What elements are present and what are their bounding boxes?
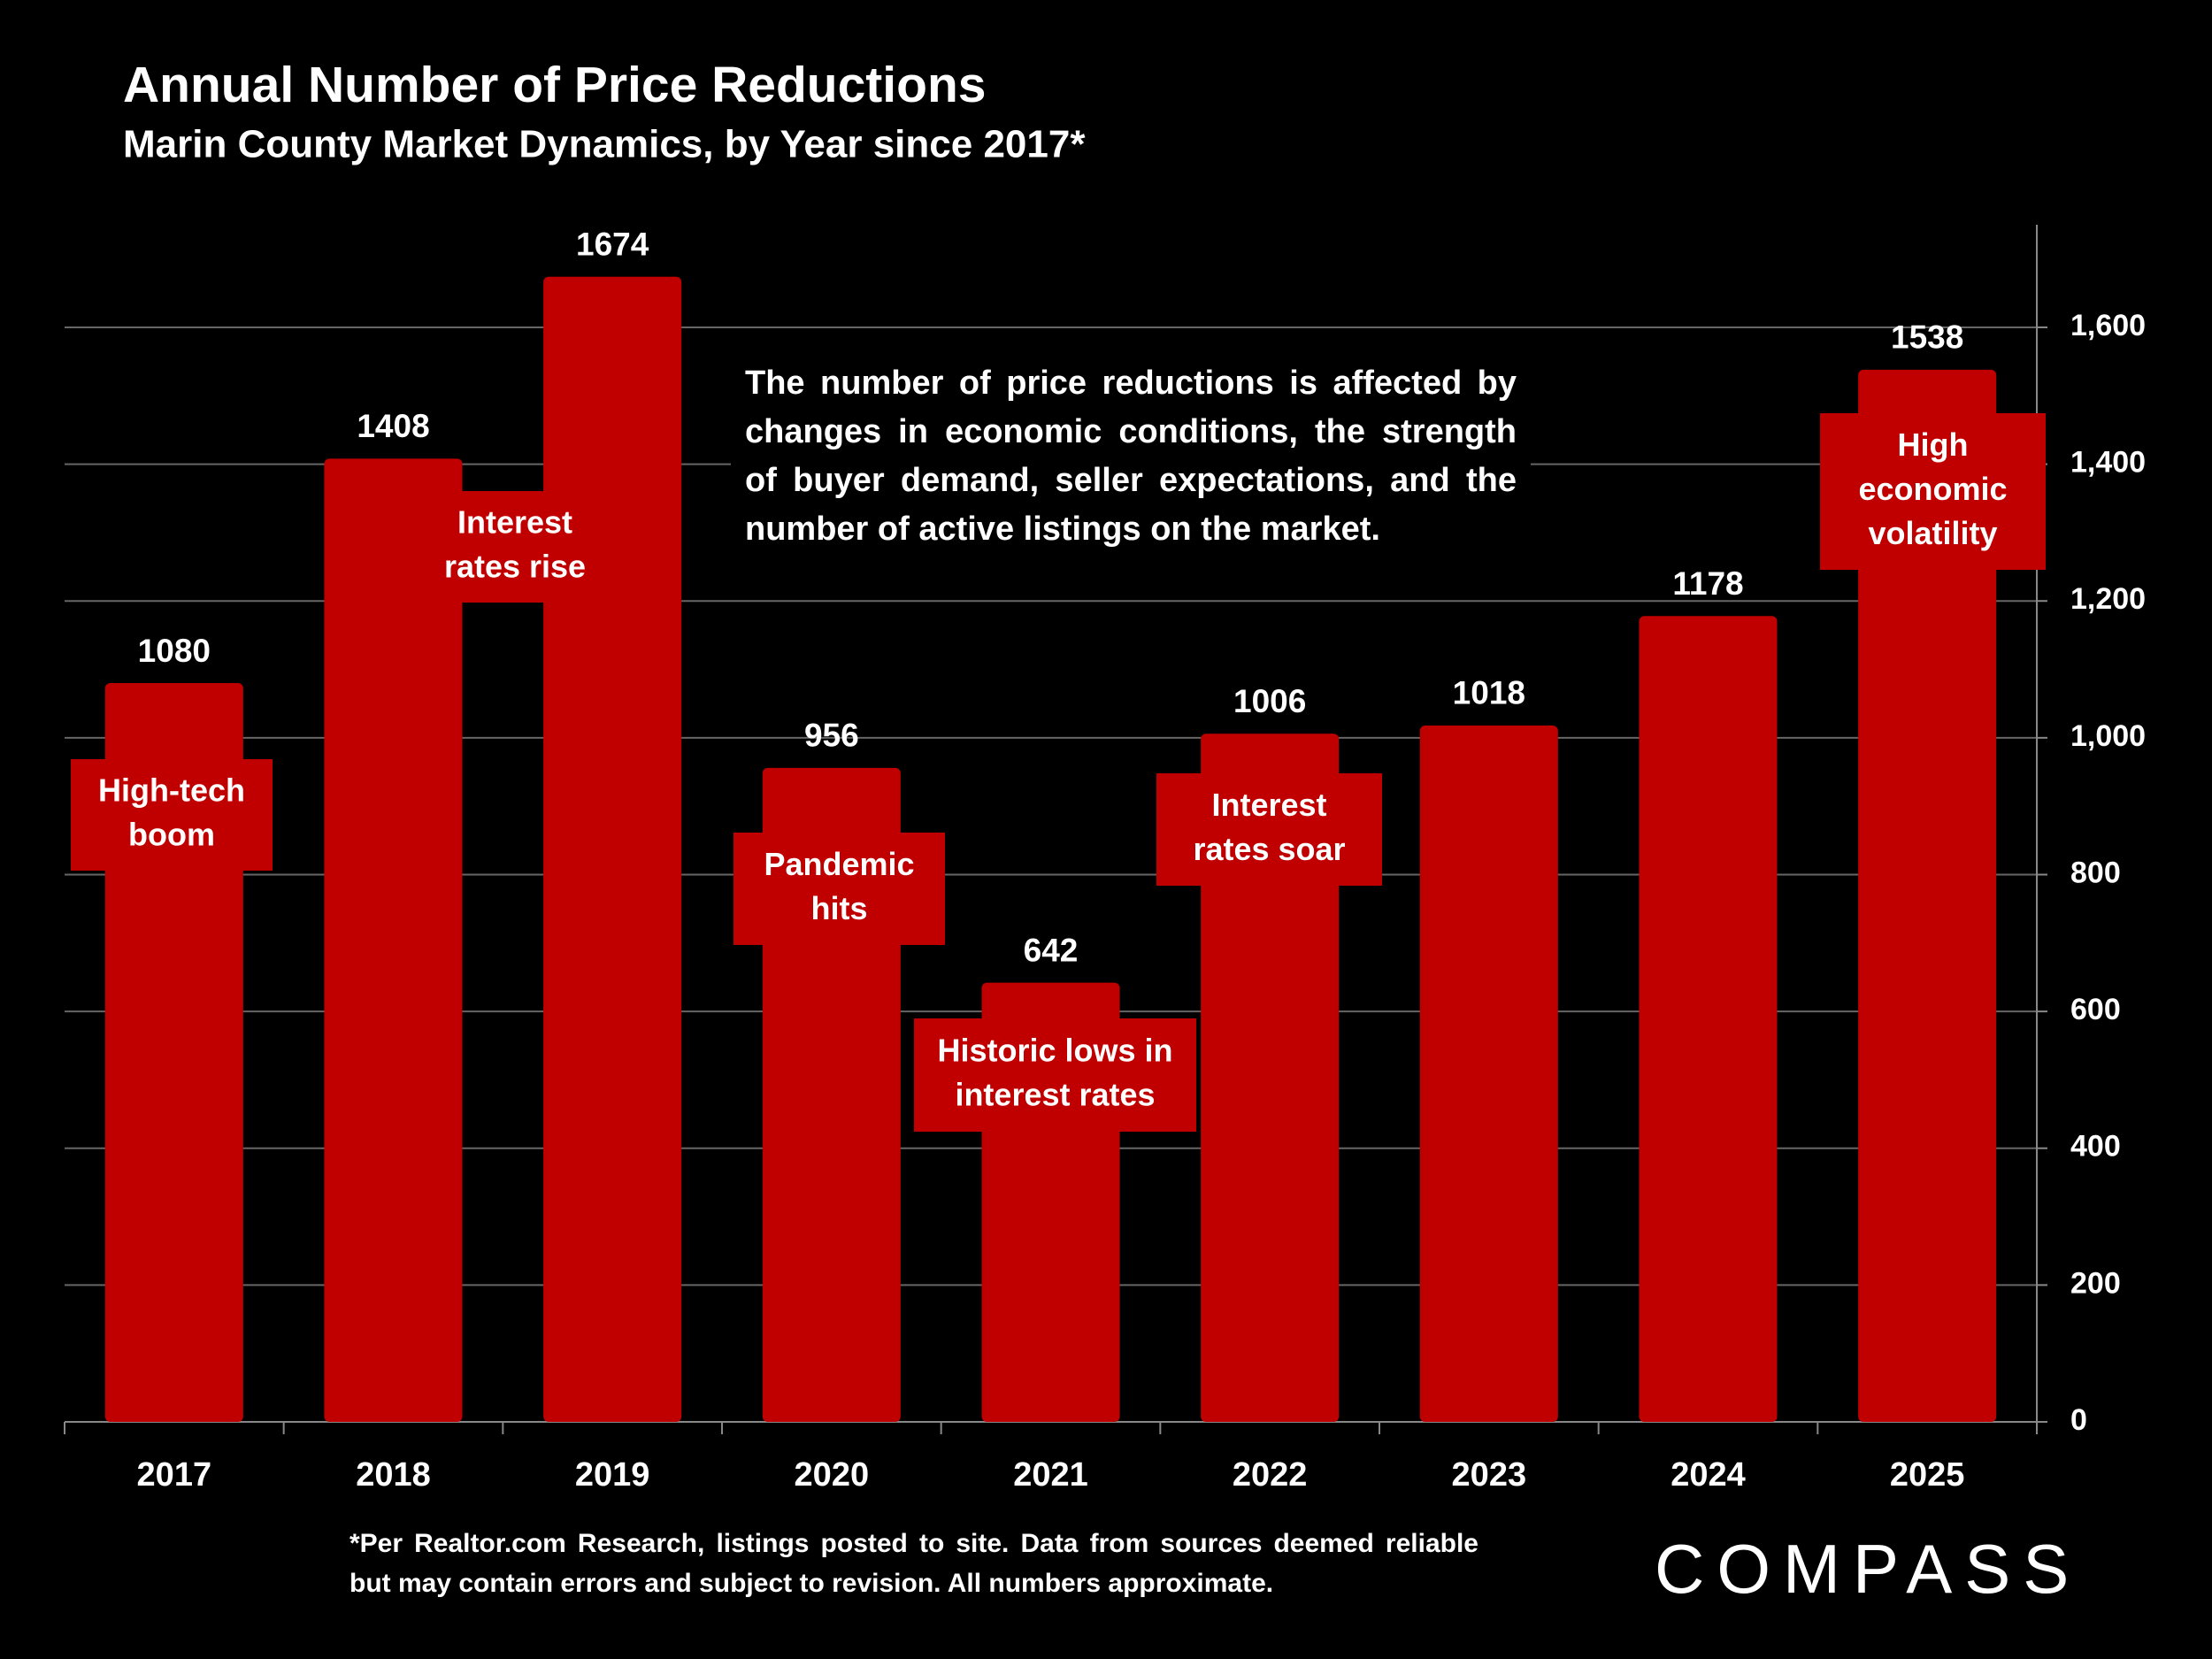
annotation-text: hits — [810, 890, 867, 926]
annotation-box — [1820, 413, 2046, 570]
value-label: 1408 — [357, 408, 429, 444]
annotation-text: Pandemic — [764, 846, 914, 882]
annotation-text: High — [1898, 426, 1969, 463]
annotation-box — [423, 491, 607, 603]
y-tick-label: 1,000 — [2070, 719, 2146, 753]
annotation-box — [914, 1018, 1196, 1132]
y-tick-label: 0 — [2070, 1403, 2087, 1437]
annotation-text: volatility — [1868, 515, 1997, 551]
x-tick-label: 2024 — [1671, 1456, 1746, 1494]
bar — [543, 276, 682, 1423]
value-label: 1178 — [1672, 565, 1743, 602]
annotation-text: economic — [1858, 471, 2007, 507]
note: The number of price reductions is affect… — [731, 352, 1531, 561]
value-label: 956 — [804, 718, 859, 754]
y-tick-label: 1,200 — [2070, 582, 2146, 616]
annotation-text: boom — [128, 817, 215, 853]
annotation-text: Interest — [457, 504, 572, 541]
annotation-text: rates rise — [444, 549, 586, 585]
annotation-box — [71, 759, 273, 871]
x-tick-label: 2017 — [137, 1456, 212, 1494]
annotation-box — [733, 833, 945, 945]
x-tick-label: 2025 — [1890, 1456, 1965, 1494]
x-tick-label: 2018 — [356, 1456, 431, 1494]
value-label: 1674 — [576, 227, 649, 263]
bar — [1201, 733, 1340, 1422]
chart-title: Annual Number of Price Reductions — [123, 57, 986, 113]
x-tick-label: 2023 — [1452, 1456, 1527, 1494]
bar — [1639, 616, 1778, 1422]
bar — [1419, 725, 1558, 1422]
value-label: 1538 — [1891, 319, 1963, 356]
y-tick-label: 600 — [2070, 993, 2121, 1026]
bar — [324, 458, 463, 1423]
x-tick-label: 2022 — [1233, 1456, 1308, 1494]
logo: COMPASS — [1655, 1530, 2082, 1608]
x-tick-label: 2020 — [795, 1456, 870, 1494]
x-tick-label: 2021 — [1013, 1456, 1088, 1494]
annotation-text: Interest — [1211, 787, 1326, 823]
annotation-text: High-tech — [98, 772, 245, 809]
y-tick-label: 1,400 — [2070, 446, 2146, 480]
y-tick-label: 800 — [2070, 856, 2121, 889]
annotation-box — [1156, 773, 1382, 886]
x-tick-label: 2019 — [575, 1456, 650, 1494]
y-tick-label: 400 — [2070, 1130, 2121, 1164]
bar — [1858, 369, 1997, 1423]
annotation-text: rates soar — [1193, 831, 1345, 867]
y-tick-label: 200 — [2070, 1266, 2121, 1300]
footnote: *Per Realtor.com Research, listings post… — [349, 1529, 1479, 1598]
value-label: 1080 — [138, 633, 211, 669]
chart-subtitle: Marin County Market Dynamics, by Year si… — [123, 123, 1086, 166]
annotation-text: interest rates — [955, 1077, 1155, 1113]
annotation-text: Historic lows in — [937, 1033, 1172, 1069]
value-label: 1006 — [1233, 683, 1306, 719]
y-tick-label: 1,600 — [2070, 309, 2146, 342]
value-label: 642 — [1024, 932, 1079, 968]
value-label: 1018 — [1453, 675, 1525, 711]
